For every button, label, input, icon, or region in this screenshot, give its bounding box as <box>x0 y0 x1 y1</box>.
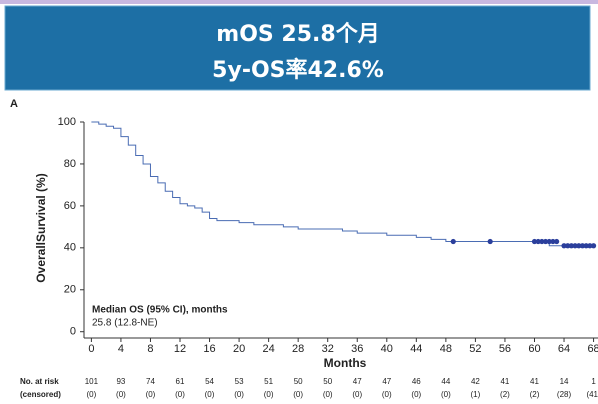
y-tick-label: 80 <box>64 158 76 170</box>
x-tick-label: 4 <box>118 343 124 355</box>
censor-mark <box>531 238 538 245</box>
x-tick-label: 8 <box>147 343 153 355</box>
censor-mark <box>572 243 578 249</box>
censored-count: (0) <box>441 390 451 399</box>
y-tick-label: 100 <box>58 116 76 128</box>
risk-label: No. at risk <box>20 377 59 386</box>
top-strip <box>0 0 598 4</box>
censor-mark <box>554 238 560 245</box>
y-tick-label: 40 <box>64 242 76 254</box>
censor-mark <box>579 243 586 249</box>
panel-label: A <box>10 98 18 110</box>
censor-mark <box>583 243 589 249</box>
x-tick-label: 20 <box>233 343 245 355</box>
censor-mark <box>550 238 556 245</box>
censor-mark <box>546 238 552 245</box>
x-tick-label: 36 <box>351 343 363 355</box>
at-risk: 74 <box>146 377 155 386</box>
censored-count: (0) <box>205 390 215 399</box>
censored-count: (0) <box>116 390 126 399</box>
censor-mark <box>568 243 575 249</box>
censor-mark <box>576 243 582 249</box>
censored-count: (0) <box>411 390 421 399</box>
censor-mark <box>542 238 549 245</box>
y-tick-label: 60 <box>64 200 76 212</box>
censor-mark <box>539 238 545 245</box>
at-risk: 101 <box>85 377 99 386</box>
at-risk: 50 <box>323 377 332 386</box>
x-tick-label: 60 <box>528 343 540 355</box>
at-risk: 41 <box>500 377 509 386</box>
banner-line1: mOS 25.8个月 <box>216 22 379 47</box>
banner <box>4 5 591 91</box>
x-tick-label: 40 <box>381 343 393 355</box>
x-tick-label: 48 <box>440 343 452 355</box>
survival-curve <box>91 121 594 247</box>
x-tick-label: 12 <box>174 343 186 355</box>
at-risk: 42 <box>471 377 480 386</box>
censored-count: (1) <box>471 390 481 399</box>
at-risk: 53 <box>235 377 244 386</box>
x-tick-label: 16 <box>203 343 215 355</box>
at-risk: 47 <box>353 377 362 386</box>
censor-mark <box>535 238 541 245</box>
x-axis-label: Months <box>324 356 367 370</box>
x-tick-label: 24 <box>263 343 275 355</box>
censor-mark <box>587 243 593 249</box>
censored-count: (0) <box>264 390 274 399</box>
x-tick-label: 0 <box>88 343 94 355</box>
at-risk: 47 <box>382 377 391 386</box>
annotation-title: Median OS (95% CI), months <box>92 305 228 316</box>
censor-mark <box>590 243 597 249</box>
censor-mark <box>450 238 456 245</box>
censor-mark <box>561 243 567 249</box>
at-risk: 44 <box>441 377 450 386</box>
annotation-text: 25.8 (12.8-NE) <box>92 318 158 329</box>
banner-line2: 5y-OS率42.6% <box>212 57 384 83</box>
at-risk: 1 <box>591 377 596 386</box>
at-risk: 61 <box>176 377 185 386</box>
at-risk: 93 <box>116 377 125 386</box>
x-tick-label: 68 <box>587 343 598 355</box>
censored-count: (2) <box>530 390 540 399</box>
censored-count: (0) <box>175 390 185 399</box>
censored-count: (0) <box>86 390 96 399</box>
censored-count: (0) <box>146 390 156 399</box>
x-tick-label: 56 <box>499 343 511 355</box>
y-axis-label: OverallSurvival (%) <box>34 173 48 282</box>
x-tick-label: 52 <box>469 343 481 355</box>
censor-mark <box>487 238 493 245</box>
at-risk: 46 <box>412 377 421 386</box>
x-tick-label: 32 <box>322 343 334 355</box>
at-risk: 51 <box>264 377 273 386</box>
censored-count: (0) <box>382 390 392 399</box>
x-tick-label: 64 <box>558 343 570 355</box>
censored-count: (41) <box>586 390 598 399</box>
at-risk: 14 <box>560 377 569 386</box>
censored-count: (0) <box>323 390 333 399</box>
y-tick-label: 0 <box>70 326 76 338</box>
censored-label: (censored) <box>20 390 61 399</box>
at-risk: 50 <box>294 377 303 386</box>
censored-count: (0) <box>234 390 244 399</box>
x-tick-label: 44 <box>410 343 422 355</box>
censored-count: (0) <box>293 390 303 399</box>
censor-mark <box>565 243 571 249</box>
censored-count: (0) <box>352 390 362 399</box>
censored-count: (28) <box>557 390 572 399</box>
at-risk: 41 <box>530 377 539 386</box>
at-risk: 54 <box>205 377 214 386</box>
x-tick-label: 28 <box>292 343 304 355</box>
censored-count: (2) <box>500 390 510 399</box>
y-tick-label: 20 <box>64 284 76 296</box>
